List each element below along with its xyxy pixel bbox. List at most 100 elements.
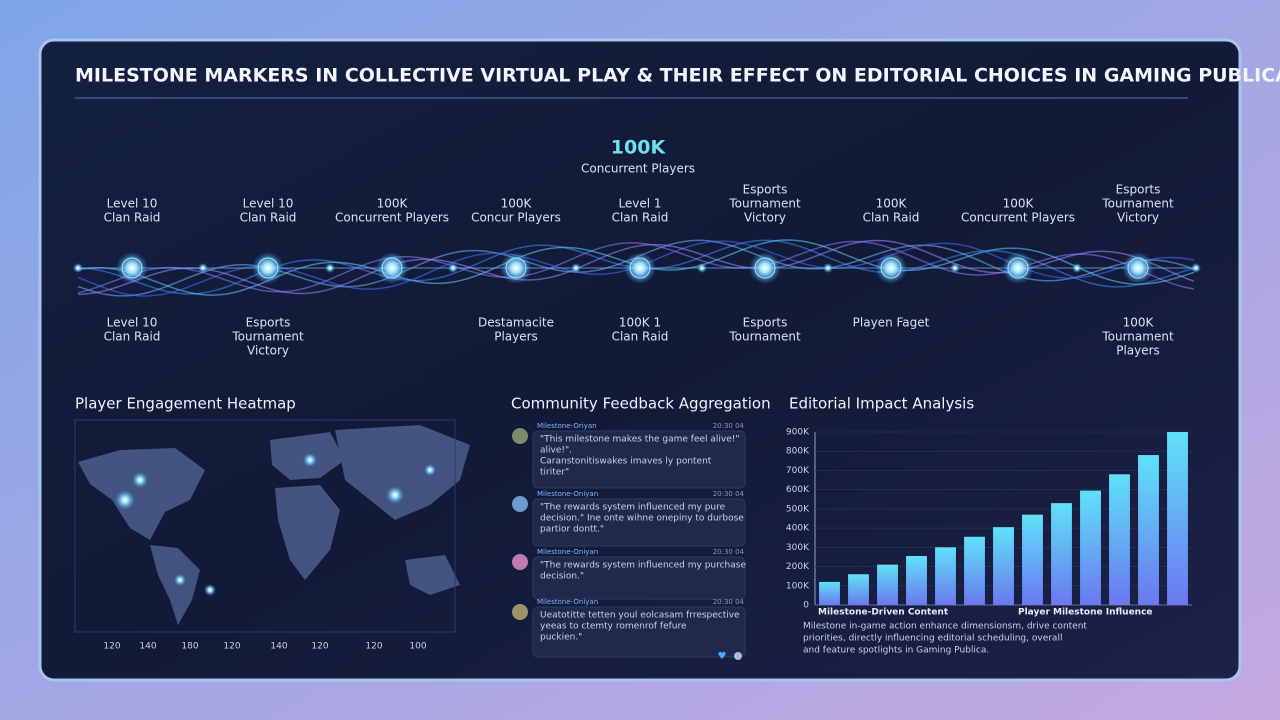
milestone-label: Destamacite — [478, 316, 554, 330]
bar — [848, 574, 869, 605]
description: priorities, directly influencing editori… — [803, 634, 1062, 644]
node-small — [448, 263, 458, 273]
milestone-label: Clan Raid — [240, 211, 297, 225]
milestone-label: Clan Raid — [104, 211, 161, 225]
y-tick-label: 800K — [786, 447, 810, 457]
node-ring — [381, 257, 403, 279]
map-axis-label: 120 — [311, 642, 328, 652]
comment-time: 20:30 04 — [713, 598, 745, 606]
milestone-label: 100K — [1003, 197, 1035, 211]
milestone-label: 100K 1 — [619, 316, 661, 330]
avatar — [512, 554, 528, 570]
node-ring — [1127, 257, 1149, 279]
map-axis-label: 120 — [365, 642, 382, 652]
node-ring — [754, 257, 776, 279]
comment-user: Milestone-Oniyan — [537, 490, 598, 498]
bar — [1167, 432, 1188, 605]
milestone-label: Concurrent Players — [961, 211, 1075, 225]
highlight-label: Concurrent Players — [581, 162, 695, 176]
node-glow — [1122, 252, 1154, 284]
comment-box — [532, 556, 746, 600]
bar — [964, 536, 985, 605]
bar — [1080, 490, 1101, 605]
node-small — [1191, 263, 1201, 273]
milestone-label: Tournament — [1101, 330, 1174, 344]
comment-user: Milestone-Oniyan — [537, 598, 598, 606]
milestone-label: Level 10 — [107, 197, 158, 211]
milestone-label: Victory — [744, 211, 786, 225]
node-small — [571, 263, 581, 273]
node-ring — [505, 257, 527, 279]
milestone-label: Level 10 — [107, 316, 158, 330]
milestone-label: Concur Players — [471, 211, 561, 225]
y-tick-label: 100K — [786, 581, 810, 591]
y-tick-label: 400K — [786, 524, 810, 534]
bar — [1051, 503, 1072, 605]
section-title: Community Feedback Aggregation — [511, 395, 771, 413]
avatar — [512, 428, 528, 444]
node-glow — [116, 252, 148, 284]
bar — [877, 564, 898, 605]
node-glow — [252, 252, 284, 284]
milestone-label: 100K — [876, 197, 908, 211]
milestone-label: Tournament — [1101, 197, 1174, 211]
milestone-label: Clan Raid — [104, 330, 161, 344]
node-ring — [880, 257, 902, 279]
world-map — [78, 425, 470, 625]
map-axis-label: 100 — [409, 642, 426, 652]
comment-time: 20:30 04 — [713, 422, 745, 430]
highlight-value: 100K — [611, 137, 667, 159]
x-label: Player Milestone Influence — [1018, 608, 1153, 618]
bar — [819, 581, 840, 605]
comment-user: Milestone-Oriyan — [537, 422, 597, 430]
comment-time: 20:30 04 — [713, 548, 745, 556]
comment-box — [532, 498, 746, 547]
comment-text: yeeas to ctemty romenrof fefure — [540, 622, 687, 632]
milestone-label: 100K — [377, 197, 409, 211]
map-frame — [74, 419, 456, 633]
y-tick-label: 600K — [786, 485, 810, 495]
icon — [734, 652, 742, 660]
node-glow — [749, 252, 781, 284]
node-glow — [624, 252, 656, 284]
y-tick-label: 0 — [803, 601, 809, 611]
comment-box — [532, 606, 746, 658]
milestone-label: Esports — [743, 183, 788, 197]
node-ring — [629, 257, 651, 279]
milestone-label: 100K — [1123, 316, 1155, 330]
node-glow — [376, 252, 408, 284]
node-ring — [257, 257, 279, 279]
avatar — [512, 496, 528, 512]
y-tick-label: 500K — [786, 504, 810, 514]
milestone-label: Clan Raid — [612, 211, 669, 225]
node-small — [325, 263, 335, 273]
milestone-label: Tournament — [728, 197, 801, 211]
comment-text: partior dontt." — [540, 525, 604, 535]
panel — [38, 38, 1242, 682]
milestone-label: Victory — [247, 344, 289, 358]
node-small — [73, 263, 83, 273]
node-glow — [500, 252, 532, 284]
comment-text: Caranstonitiswakes imaves ly pontent — [540, 457, 712, 467]
comment-text: decision." — [540, 572, 584, 582]
comment-text: tiriter" — [540, 468, 569, 478]
x-label: Milestone-Driven Content — [818, 608, 949, 618]
milestone-label: Esports — [743, 316, 788, 330]
avatar — [512, 604, 528, 620]
milestone-label: Concurrent Players — [335, 211, 449, 225]
y-tick-label: 300K — [786, 543, 810, 553]
comment-text: Ueatotitte tetten youl eolcasam frrespec… — [540, 611, 740, 621]
comment-text: decision." Ine onte wihne onepiny to dur… — [540, 514, 744, 524]
description: and feature spotlights in Gaming Publica… — [803, 646, 989, 656]
milestone-label: Esports — [1116, 183, 1161, 197]
milestone-label: Esports — [246, 316, 291, 330]
bar — [906, 555, 927, 605]
section-title: Player Engagement Heatmap — [75, 395, 296, 413]
milestone-label: 100K — [501, 197, 533, 211]
map-axis-label: 120 — [223, 642, 240, 652]
node-small — [198, 263, 208, 273]
node-ring — [121, 257, 143, 279]
bar — [1138, 455, 1159, 605]
comment-text: "The rewards system influenced my purcha… — [540, 561, 746, 571]
comment-time: 20:30 04 — [713, 490, 745, 498]
